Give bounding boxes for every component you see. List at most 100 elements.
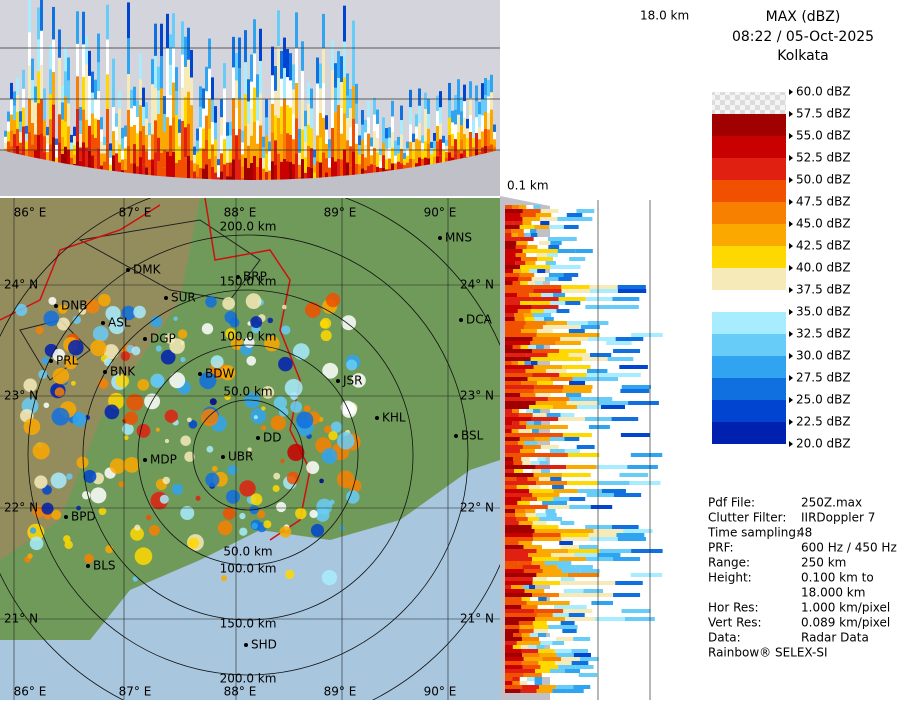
echo-row: [522, 445, 541, 449]
echo-row: [573, 637, 591, 641]
echo-column: [124, 158, 127, 170]
echo-column: [442, 135, 445, 143]
echo: [206, 445, 214, 453]
echo-column: [205, 66, 208, 92]
echo-row: [574, 553, 598, 557]
echo-row: [542, 657, 562, 661]
echo-row: [514, 313, 524, 317]
echo-column: [349, 89, 352, 109]
echo: [150, 315, 163, 328]
echo-column: [190, 132, 193, 161]
echo: [225, 328, 236, 339]
city-dot: [103, 370, 107, 374]
echo-column: [235, 135, 238, 163]
echo-column: [355, 163, 358, 184]
echo-row: [569, 397, 591, 401]
echo-column: [136, 133, 139, 150]
echo-row: [524, 361, 531, 365]
echo-column: [424, 125, 427, 142]
echo-column: [139, 53, 142, 80]
echo-row: [628, 401, 659, 405]
echo-column: [370, 164, 373, 174]
echo-row: [534, 225, 550, 229]
echo-column: [343, 77, 346, 114]
echo-row: [512, 681, 520, 685]
echo-column: [55, 144, 58, 152]
echo-column: [205, 164, 208, 189]
echo-column: [121, 127, 124, 139]
echo-column: [52, 104, 55, 138]
echo: [200, 408, 219, 427]
echo-column: [424, 108, 427, 126]
echo-row: [535, 261, 546, 265]
lat-label: 21° N: [460, 612, 494, 626]
echo-column: [307, 124, 310, 146]
echo-row: [505, 305, 532, 309]
echo-column: [460, 125, 463, 140]
echo-column: [271, 75, 274, 104]
echo: [310, 523, 325, 537]
echo-column: [262, 147, 265, 158]
echo-row: [505, 493, 533, 497]
legend-swatch: [712, 136, 786, 158]
echo-column: [484, 77, 487, 95]
sea: [0, 460, 500, 700]
echo-row: [534, 609, 564, 613]
echo-column: [25, 149, 28, 157]
echo-row: [517, 501, 530, 505]
echo-row: [620, 433, 650, 437]
echo-column: [175, 138, 178, 163]
echo-row: [563, 225, 579, 229]
echo-row: [552, 329, 569, 333]
city-dot: [126, 268, 130, 272]
echo-row: [533, 629, 549, 633]
echo: [115, 374, 130, 388]
legend-tick: [789, 287, 793, 293]
echo-column: [253, 155, 256, 190]
echo-row: [590, 365, 620, 369]
echo-row: [534, 669, 550, 673]
echo-row: [562, 629, 577, 633]
echo-column: [85, 64, 88, 93]
echo: [108, 317, 126, 335]
echo-column: [421, 135, 424, 144]
echo-column: [151, 134, 154, 160]
legend-tick: [789, 155, 793, 161]
echo: [68, 339, 84, 356]
city-dot: [164, 296, 168, 300]
echo: [32, 442, 50, 460]
echo-column: [106, 74, 109, 110]
echo-column: [457, 79, 460, 97]
legend-label: 52.5 dBZ: [796, 151, 851, 165]
echo-column: [31, 144, 34, 166]
echo-row: [505, 357, 531, 361]
echo: [164, 332, 176, 344]
echo-column: [94, 118, 97, 138]
echo-row: [529, 269, 538, 273]
echo: [134, 547, 153, 566]
echo-row: [524, 441, 531, 445]
echo: [109, 458, 126, 474]
echo-row: [525, 321, 547, 325]
city-label: DGP: [150, 332, 176, 346]
echo-row: [530, 361, 538, 365]
echo-column: [94, 157, 97, 177]
echo-row: [522, 249, 541, 253]
echo: [224, 310, 237, 324]
legend-tick: [789, 419, 793, 425]
legend-swatch: [712, 422, 786, 444]
echo-column: [343, 113, 346, 150]
echo-column: [214, 122, 217, 140]
echo-row: [535, 401, 567, 405]
echo-row: [615, 337, 644, 341]
echo-row: [530, 341, 556, 345]
echo-column: [430, 154, 433, 161]
echo-column: [184, 36, 187, 67]
echo-column: [316, 109, 319, 136]
echo-row: [505, 645, 513, 649]
echo-column: [412, 133, 415, 143]
echo-row: [566, 213, 583, 217]
echo-row: [537, 633, 547, 637]
echo-row: [505, 581, 533, 585]
echo: [148, 524, 160, 536]
